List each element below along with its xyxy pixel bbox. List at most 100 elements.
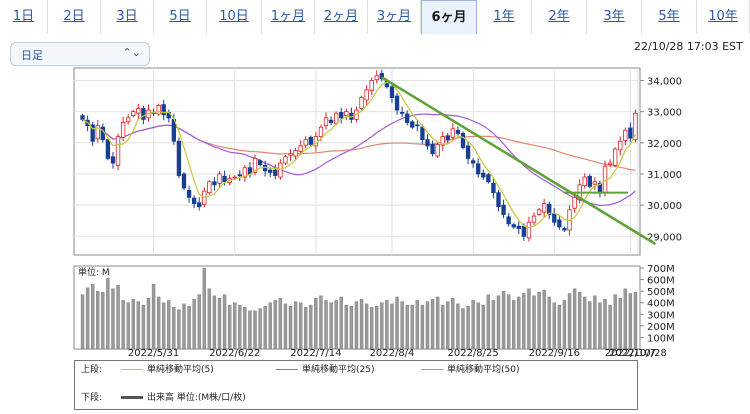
candle-body (293, 150, 298, 157)
price-chart: 34,000 33,000 32,000 31,000 30,000 29,000 単位: … (73, 67, 682, 359)
volume-bar (314, 297, 318, 350)
trendline (381, 76, 657, 246)
volume-bar (542, 289, 546, 350)
tab-8[interactable]: 3ヶ月 (368, 0, 421, 34)
candle-body (273, 169, 278, 176)
candle-body (359, 97, 364, 109)
candle-body (161, 104, 166, 116)
candle-body (552, 213, 557, 223)
volume-bar (598, 302, 602, 350)
tab-5[interactable]: 10日 (207, 0, 262, 34)
candle-body (410, 121, 415, 128)
volume-bar (319, 295, 323, 350)
volume-bar (177, 309, 181, 350)
volume-bar (156, 296, 161, 350)
volume-bar (415, 300, 420, 350)
volume-bar (151, 284, 156, 350)
volume-bar (136, 301, 141, 350)
volume-tick-label: 300M (647, 310, 675, 321)
candle-body (268, 169, 273, 173)
volume-bar (354, 301, 359, 350)
candle-body (374, 75, 379, 81)
volume-bar (182, 303, 186, 350)
candle-body (364, 89, 369, 101)
legend-ma5-label: 単純移動平均(5) (147, 365, 214, 375)
candle-body (217, 173, 222, 184)
candle-body (181, 173, 187, 189)
candle-body (521, 225, 527, 237)
volume-bar (162, 302, 166, 350)
legend-ma25: 単純移動平均(25) (276, 363, 374, 377)
tab-9[interactable]: 6ヶ月 (421, 0, 477, 34)
volume-bar (253, 310, 257, 350)
tab-14[interactable]: 10年 (697, 0, 750, 34)
candle-body (511, 224, 516, 228)
volume-bar (192, 299, 196, 350)
x-tick-label: 2022/8/4 (370, 348, 415, 359)
candle-body (455, 129, 461, 134)
candle-body (156, 105, 161, 115)
volume-bar (172, 307, 176, 350)
candle-body (252, 157, 258, 173)
volume-bar (527, 288, 531, 350)
candle-body (501, 204, 506, 215)
candle-body (582, 176, 587, 187)
legend-upper-label: 上段: (81, 365, 103, 375)
volume-bar (491, 300, 496, 350)
candle-body (186, 189, 192, 198)
tab-6[interactable]: 1ヶ月 (262, 0, 315, 34)
tab-11[interactable]: 2年 (532, 0, 587, 34)
candle-body (399, 112, 405, 114)
ma5-swatch-icon (121, 369, 143, 370)
volume-bar (293, 301, 298, 350)
volume-bar (547, 296, 551, 350)
candle-body (207, 181, 212, 194)
candle-body (283, 156, 288, 164)
candle-body (232, 176, 237, 179)
volume-bar (85, 287, 90, 350)
volume-bar (517, 296, 521, 350)
x-tick-label: 2022/6/22 (209, 348, 260, 359)
tab-7[interactable]: 2ヶ月 (315, 0, 368, 34)
tab-13[interactable]: 5年 (642, 0, 697, 34)
candle-body (242, 167, 248, 178)
tab-3[interactable]: 3日 (101, 0, 154, 34)
x-tick-label: 2022/5/31 (128, 348, 179, 359)
candle-body (481, 172, 486, 178)
volume-bar (131, 299, 135, 350)
volume-bar (425, 301, 430, 350)
interval-select[interactable]: 日足 ⌃⌄ (10, 42, 150, 66)
volume-bar (364, 303, 369, 350)
volume-bar (339, 296, 343, 350)
tab-10[interactable]: 1年 (477, 0, 532, 34)
volume-bar (344, 304, 348, 350)
price-tick-label: 29,000 (647, 232, 682, 243)
volume-bar (268, 302, 272, 350)
candle-body (136, 108, 141, 114)
timestamp: 22/10/28 17:03 EST (634, 40, 743, 53)
volume-bar (248, 310, 252, 350)
volume-bar (304, 307, 308, 350)
tab-2[interactable]: 2日 (48, 0, 101, 34)
candle-body (628, 127, 633, 139)
candle-body (323, 117, 329, 127)
tab-4[interactable]: 5日 (154, 0, 207, 34)
tab-1[interactable]: 1日 (0, 0, 48, 34)
x-tick-label: 2022/9/16 (529, 348, 580, 359)
volume-bar (258, 308, 262, 350)
candle-body (531, 215, 537, 223)
volume-bar (537, 292, 541, 350)
candle-body (131, 111, 136, 116)
volume-bar (324, 300, 328, 350)
volume-bar (435, 296, 440, 350)
candle-body (623, 129, 628, 141)
tab-12[interactable]: 3年 (587, 0, 642, 34)
volume-tick-label: 500M (647, 287, 675, 298)
volume-bar (273, 300, 277, 350)
volume-bar (283, 303, 288, 350)
price-tick-label: 33,000 (647, 108, 682, 119)
volume-bar (96, 290, 100, 350)
candle-body (237, 174, 242, 177)
volume-bar (91, 284, 95, 350)
volume-bar (238, 304, 242, 350)
